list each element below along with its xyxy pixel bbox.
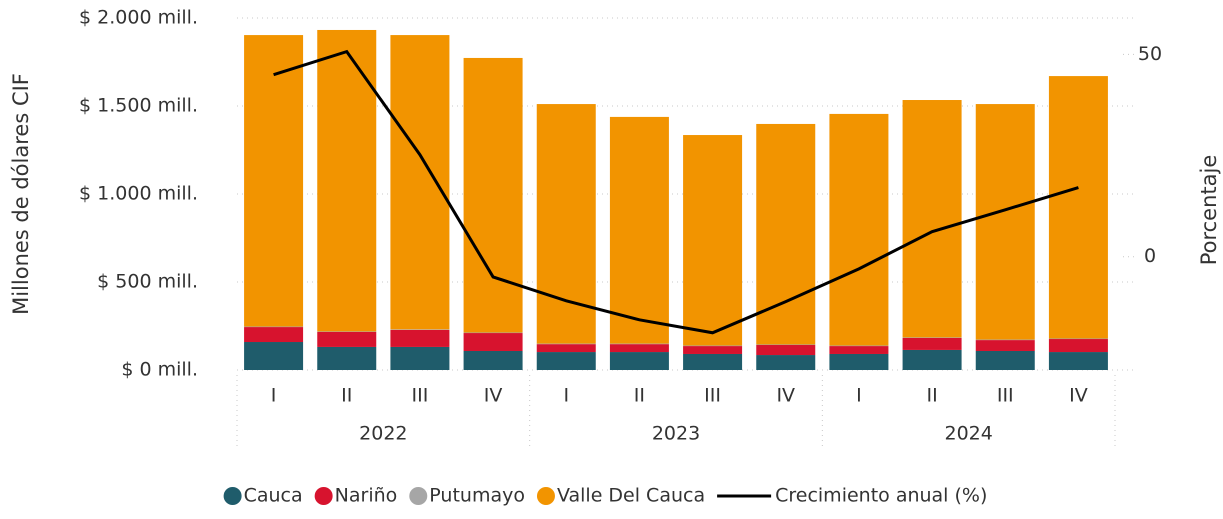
legend-marker [314,487,333,505]
y-tick-label: $ 1.000 mill. [79,183,198,205]
y-tick-label: $ 2.000 mill. [79,7,198,29]
y2-tick-label: 0 [1144,245,1156,267]
legend-label: Crecimiento anual (%) [775,485,987,507]
legend-label: Putumayo [429,485,525,507]
bar-segment [463,332,523,334]
bar-segment [902,349,962,370]
bar-segment [536,343,596,345]
x-tick-label: II [926,385,937,407]
x-tick-label: IV [484,385,503,407]
legend-marker [223,487,242,505]
legend-label: Valle Del Cauca [557,485,705,507]
x-tick-label: III [412,385,429,407]
bar-segment [756,345,816,356]
bar-segment [756,344,816,346]
bar-segment [756,355,816,370]
x-tick-label: III [704,385,721,407]
y-axis-label: Millones de dólares CIF [9,73,33,315]
y2-tick-label: 50 [1138,43,1162,65]
y-tick-label: $ 500 mill. [97,271,198,293]
bar-segment [1048,338,1108,340]
legend-marker [536,487,555,505]
bar-segment [609,352,669,370]
group-label: 2022 [359,423,407,445]
bar-segment [902,337,962,338]
group-label: 2024 [944,423,992,445]
bar-segment [756,123,816,345]
x-tick-label: III [997,385,1014,407]
y-tick-label: $ 0 mill. [121,359,198,381]
bar-segment [683,346,743,354]
bar-segment [609,116,669,344]
x-tick-label: I [271,385,277,407]
bar-segment [902,100,962,338]
bar-segment [975,104,1035,340]
bar-segment [1048,339,1108,353]
bar-segment [390,329,450,330]
bar-segment [463,333,523,351]
bar-segment [244,35,304,327]
group-label: 2023 [652,423,700,445]
bar-segment [609,344,669,353]
legend-marker [409,487,428,505]
bar-segment [829,346,889,354]
bar-segment [317,331,377,347]
bar-segment [390,346,450,370]
bar-segment [1048,76,1108,339]
bar-segment [1048,352,1108,370]
legend-label: Nariño [335,485,398,507]
bar-segment [317,331,377,332]
bar-segment [975,350,1035,370]
bar-segment [317,346,377,370]
bar-segment [390,329,450,347]
bar-segment [244,326,304,328]
bar-segment [683,345,743,347]
x-tick-label: I [563,385,569,407]
x-tick-label: IV [776,385,795,407]
bar-segment [683,353,743,370]
bar-segment [463,57,523,333]
bar-segment [902,337,962,350]
legend-label: Cauca [244,485,303,507]
bar-segment [829,345,889,347]
x-tick-label: II [634,385,645,407]
bar-segment [244,342,304,370]
x-tick-label: II [341,385,352,407]
bar-segment [609,343,669,345]
bar-segment [536,352,596,370]
bar-segment [829,113,889,346]
bar-segment [829,353,889,370]
y2-axis-label: Porcentaje [1197,155,1221,266]
bar-segment [975,339,1035,341]
bar-segment [390,35,450,330]
bar-segment [244,327,304,343]
bar-segment [975,340,1035,351]
bar-segment [536,344,596,353]
line-series [273,49,1079,335]
bar-segment [683,135,743,346]
bar-segment [536,104,596,344]
bar-segment [317,29,377,332]
y-tick-label: $ 1.500 mill. [79,95,198,117]
bar-segment [463,350,523,370]
x-tick-label: IV [1069,385,1088,407]
x-tick-label: I [856,385,862,407]
